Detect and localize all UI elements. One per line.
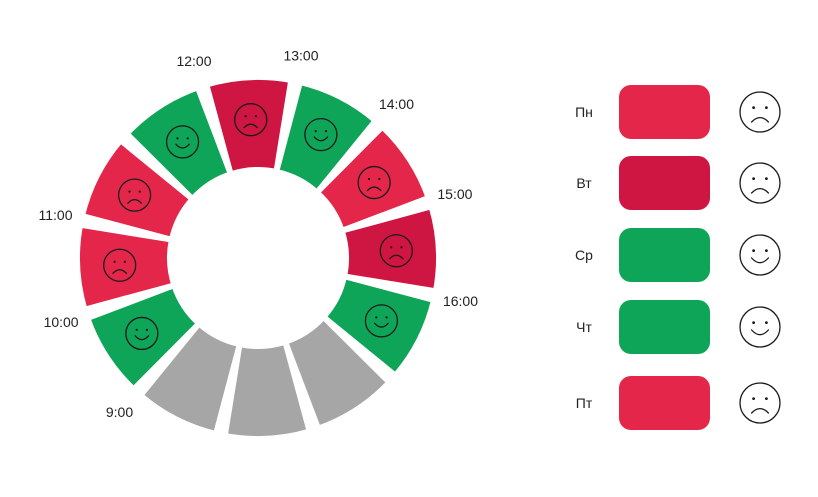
sad-face-icon: [234, 103, 268, 137]
hour-segment-shape: [123, 84, 234, 203]
day-label: Пт: [575, 395, 593, 411]
day-row-mon: Пн: [560, 85, 790, 139]
sad-face-icon: [379, 234, 413, 268]
day-label: Пн: [575, 104, 593, 120]
sad-face-icon: [357, 165, 391, 200]
day-label: Чт: [576, 319, 592, 335]
day-color-swatch: [619, 85, 710, 139]
hour-label: 16:00: [443, 293, 478, 309]
hour-segment: [137, 320, 243, 438]
happy-face-icon: [165, 125, 200, 159]
hour-segment-shape: [137, 320, 243, 438]
sad-face-icon: [739, 91, 781, 133]
hour-segment: [282, 313, 393, 432]
hour-label: 12:00: [176, 53, 211, 69]
hour-label: 13:00: [283, 48, 318, 64]
hour-label: 11:00: [39, 207, 73, 223]
hour-segment-shape: [282, 313, 393, 432]
hour-label: 9:00: [106, 404, 133, 420]
sad-face-icon: [117, 178, 152, 212]
sad-face-icon: [739, 382, 781, 424]
day-color-swatch: [619, 376, 710, 430]
day-row-wed: Ср: [560, 228, 790, 282]
happy-face-icon: [364, 304, 399, 338]
happy-face-icon: [304, 117, 338, 152]
day-color-swatch: [619, 300, 710, 354]
day-color-swatch: [619, 228, 710, 282]
hour-segment-shape: [273, 78, 379, 196]
hour-segment: [338, 203, 442, 295]
hour-segment-shape: [203, 74, 295, 178]
hour-label: 14:00: [379, 96, 414, 112]
day-color-swatch: [619, 156, 710, 210]
happy-face-icon: [739, 234, 781, 276]
hour-label: 15:00: [437, 186, 472, 202]
hour-segment: [78, 137, 196, 243]
hour-segment-shape: [74, 221, 178, 313]
sad-face-icon: [739, 162, 781, 204]
sad-face-icon: [103, 248, 137, 282]
hour-segment-shape: [313, 123, 432, 234]
hour-segment: [123, 84, 234, 203]
hour-segment-shape: [84, 282, 203, 393]
hour-label: 10:00: [44, 314, 79, 330]
day-row-fri: Пт: [560, 376, 790, 430]
hour-segment-shape: [78, 137, 196, 243]
day-label: Вт: [576, 175, 592, 191]
hour-segment: [203, 74, 295, 178]
hour-segment: [84, 282, 203, 393]
day-label: Ср: [575, 247, 593, 263]
happy-face-icon: [739, 306, 781, 348]
hour-segment: [320, 273, 438, 379]
happy-face-icon: [125, 316, 159, 351]
hour-segment-shape: [221, 338, 313, 442]
hour-segment: [74, 221, 178, 313]
hour-segment: [273, 78, 379, 196]
day-row-thu: Чт: [560, 300, 790, 354]
hour-segment-shape: [338, 203, 442, 295]
hour-segment: [313, 123, 432, 234]
day-row-tue: Вт: [560, 156, 790, 210]
hour-segment: [221, 338, 313, 442]
